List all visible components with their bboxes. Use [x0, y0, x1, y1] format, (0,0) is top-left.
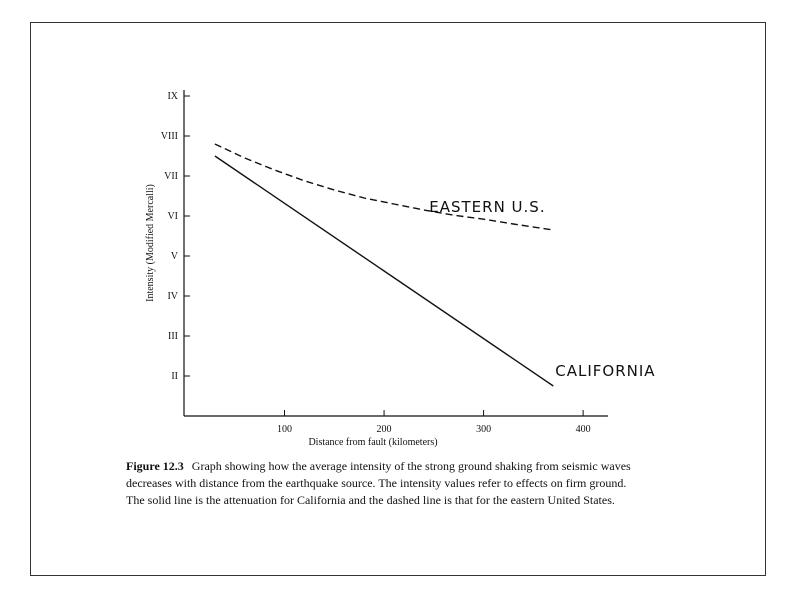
figure-label: Figure 12.3: [126, 459, 184, 473]
figure-caption: Figure 12.3 Graph showing how the average…: [126, 458, 631, 509]
y-tick-label: IX: [167, 91, 178, 102]
y-tick-label: V: [171, 251, 179, 262]
y-tick-label: VI: [167, 211, 178, 222]
caption-text: Graph showing how the average intensity …: [126, 459, 631, 507]
page-frame: [30, 22, 766, 576]
series-labels: EASTERN U.S. CALIFORNIA: [429, 198, 655, 380]
california-label: CALIFORNIA: [555, 362, 655, 380]
y-tick-label: II: [171, 371, 178, 382]
eastern-us-line: [214, 143, 554, 231]
california-line: [214, 155, 554, 387]
x-tick-label: 100: [277, 424, 292, 435]
x-tick-label: 400: [576, 424, 591, 435]
y-tick-label: VIII: [161, 131, 178, 142]
eastern-us-label: EASTERN U.S.: [429, 198, 545, 216]
y-tick-label: III: [168, 331, 178, 342]
series-lines: [214, 143, 554, 387]
x-tick-label: 200: [377, 424, 392, 435]
y-tick-label: IV: [167, 291, 178, 302]
y-tick-label: VII: [164, 171, 178, 182]
x-tick-label: 300: [476, 424, 491, 435]
x-axis-title: Distance from fault (kilometers): [308, 437, 437, 448]
axes: [183, 90, 608, 417]
y-axis-title: Intensity (Modified Mercalli): [145, 184, 156, 302]
